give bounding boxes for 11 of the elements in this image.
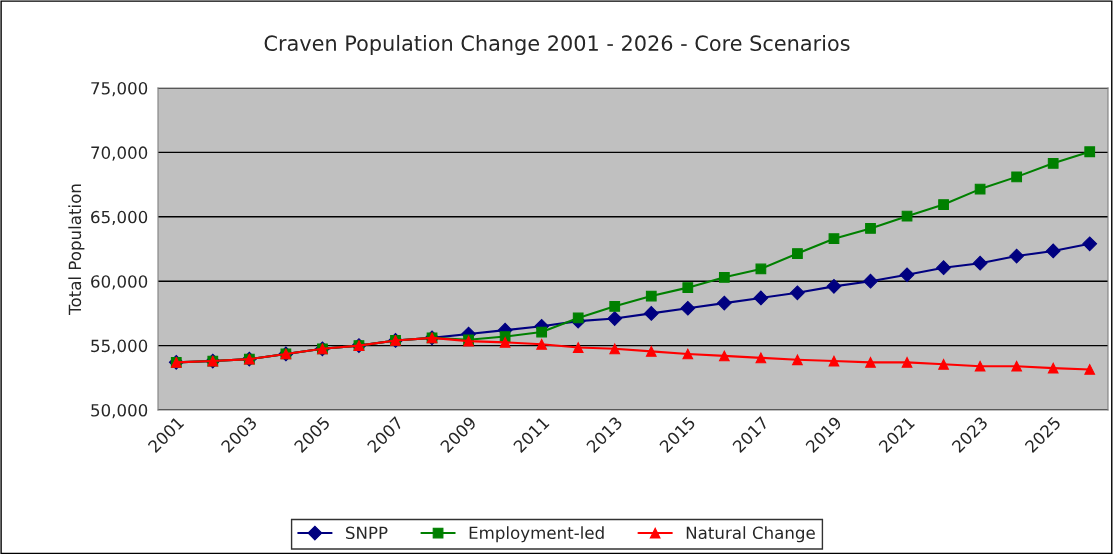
y-axis-title: Total Population: [68, 184, 85, 315]
y-tick-label: 55,000: [91, 339, 148, 354]
legend-label: Employment-led: [469, 526, 604, 543]
y-tick-label: 60,000: [91, 275, 148, 290]
y-tick-label: 65,000: [91, 210, 148, 226]
chart-title: Craven Population Change 2001 - 2026 - Core Scenarios: [264, 34, 850, 56]
legend-label: SNPP: [346, 526, 388, 540]
legend-label: Natural Change: [686, 526, 815, 543]
y-tick-label: 50,000: [91, 403, 148, 419]
y-tick-label: 75,000: [91, 81, 148, 97]
y-tick-label: 70,000: [91, 146, 148, 161]
